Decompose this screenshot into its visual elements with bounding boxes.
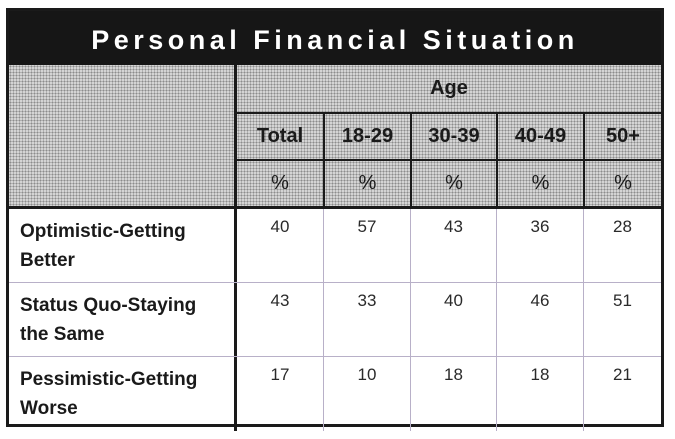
- table-cell: 36: [496, 209, 583, 282]
- table-row: Status Quo-Staying the Same 43 33 40 46 …: [9, 283, 661, 357]
- unit-label: %: [445, 172, 463, 194]
- column-header-label: 50+: [606, 125, 640, 147]
- age-group-header: Age: [237, 65, 661, 114]
- table-cell: 51: [583, 283, 661, 356]
- table-cell: 40: [410, 283, 496, 356]
- table-title: Personal Financial Situation: [91, 24, 579, 55]
- row-label-line: the Same: [20, 324, 105, 345]
- column-header-label: 18-29: [341, 125, 394, 147]
- unit-row: % % % % %: [237, 161, 661, 209]
- unit-cell: %: [237, 161, 323, 206]
- table-cell: 18: [410, 357, 496, 431]
- table-row: Optimistic-Getting Better 40 57 43 36 28: [9, 209, 661, 283]
- table-cell: 18: [496, 357, 583, 431]
- financial-situation-table: Personal Financial Situation Age Total 1…: [6, 8, 664, 431]
- column-header-18-29: 18-29: [323, 114, 410, 159]
- table-cell: 28: [583, 209, 661, 282]
- table-row: Pessimistic-Getting Worse 17 10 18 18 21: [9, 357, 661, 431]
- row-label: Optimistic-Getting Better: [9, 209, 237, 282]
- column-header-50-plus: 50+: [583, 114, 661, 159]
- unit-cell: %: [410, 161, 496, 206]
- row-label-line: Optimistic-Getting: [20, 221, 186, 242]
- row-label: Pessimistic-Getting Worse: [9, 357, 237, 431]
- unit-label: %: [271, 172, 289, 194]
- age-group-label: Age: [430, 77, 468, 99]
- row-label-line: Better: [20, 250, 75, 271]
- column-header-total: Total: [237, 114, 323, 159]
- title-bar: Personal Financial Situation: [9, 11, 661, 65]
- table-cell: 40: [270, 217, 290, 236]
- table-cell: 43: [410, 209, 496, 282]
- unit-cell: %: [583, 161, 661, 206]
- table-cell: 57: [323, 209, 410, 282]
- row-label-line: Status Quo-Staying: [20, 295, 197, 316]
- unit-label: %: [358, 172, 377, 194]
- table-cell: 10: [323, 357, 410, 431]
- column-header-40-49: 40-49: [496, 114, 583, 159]
- unit-label: %: [614, 172, 632, 194]
- table-cell: 46: [496, 283, 583, 356]
- table-body: Optimistic-Getting Better 40 57 43 36 28…: [9, 209, 661, 431]
- table-cell: 33: [323, 283, 410, 356]
- column-header-30-39: 30-39: [410, 114, 496, 159]
- table-cell: 43: [270, 291, 290, 310]
- table-cell: 21: [583, 357, 661, 431]
- unit-cell: %: [323, 161, 410, 206]
- column-header-label: 40-49: [514, 125, 567, 147]
- row-label-line: Worse: [20, 398, 78, 419]
- column-header-label: Total: [256, 125, 304, 147]
- row-label-line: Pessimistic-Getting: [20, 369, 198, 390]
- row-label: Status Quo-Staying the Same: [9, 283, 237, 356]
- unit-label: %: [531, 172, 550, 194]
- table-cell: 17: [270, 365, 290, 384]
- column-header-label: 30-39: [428, 125, 480, 147]
- unit-cell: %: [496, 161, 583, 206]
- corner-cell: [9, 65, 237, 209]
- column-header-row: Total 18-29 30-39 40-49 50+: [237, 114, 661, 161]
